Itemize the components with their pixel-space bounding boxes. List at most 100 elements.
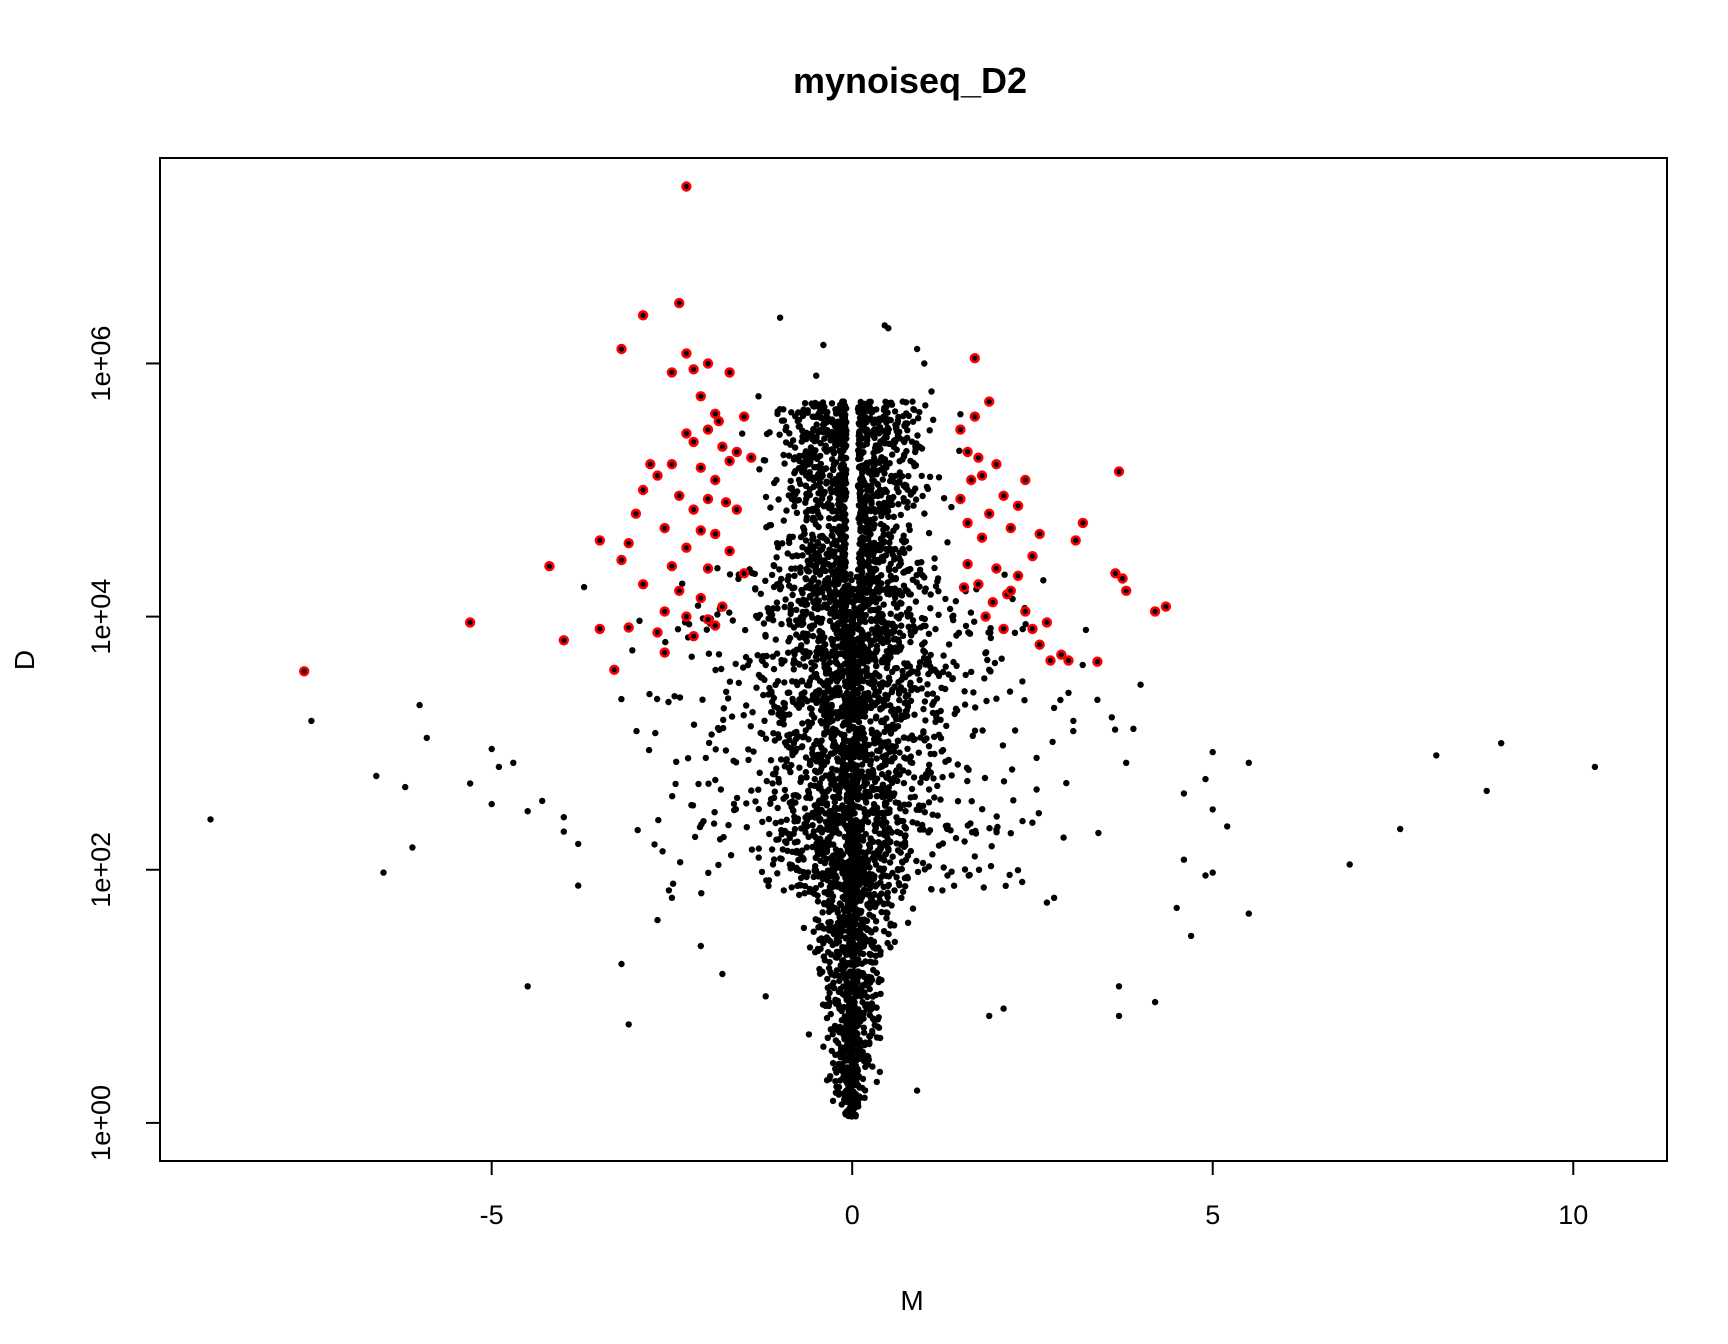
highlighted-point-core (957, 427, 964, 433)
data-point (856, 677, 863, 685)
highlighted-point-core (712, 622, 718, 629)
data-point (866, 581, 873, 589)
data-point (975, 866, 983, 873)
data-point (831, 478, 838, 485)
data-point (859, 970, 867, 977)
data-point (880, 531, 887, 538)
data-point (665, 698, 672, 706)
data-point (802, 768, 810, 776)
data-point (793, 728, 800, 736)
data-point (758, 868, 766, 876)
data-point (848, 826, 856, 833)
data-point (821, 594, 828, 601)
data-point (843, 1057, 851, 1064)
data-point (881, 440, 889, 447)
data-point (875, 839, 882, 846)
data-point (850, 625, 857, 632)
data-point (821, 957, 829, 964)
data-point (810, 632, 817, 640)
data-point (801, 611, 808, 619)
data-point (836, 688, 843, 695)
data-point (789, 678, 796, 685)
data-point (730, 800, 738, 808)
data-point (863, 697, 870, 704)
data-point (849, 705, 857, 712)
data-point (839, 534, 846, 542)
data-point (801, 663, 809, 670)
data-point (864, 993, 871, 1001)
data-point (762, 735, 770, 742)
data-point (727, 852, 735, 859)
data-point (819, 757, 826, 765)
data-point (858, 761, 866, 768)
data-point (896, 435, 903, 442)
data-point (750, 748, 757, 755)
data-point (863, 917, 871, 925)
data-point (868, 1005, 875, 1012)
data-point (781, 603, 788, 611)
data-point (858, 729, 865, 736)
data-point (850, 1011, 857, 1018)
data-point (907, 591, 914, 598)
data-point (792, 747, 799, 755)
data-point (920, 647, 927, 654)
data-point (828, 1047, 835, 1055)
data-point (888, 630, 895, 637)
data-point (799, 544, 806, 551)
data-point (878, 908, 885, 916)
data-point (752, 585, 759, 592)
data-point (885, 502, 893, 509)
data-point (1070, 717, 1077, 725)
data-point (839, 454, 846, 461)
data-point (510, 759, 517, 766)
data-point (993, 813, 1000, 820)
data-point (872, 419, 880, 426)
data-point (854, 968, 862, 975)
data-point (863, 602, 870, 609)
data-point (901, 436, 908, 443)
data-point (929, 690, 937, 697)
data-point (821, 465, 829, 473)
data-point (793, 606, 800, 613)
data-point (895, 880, 902, 887)
data-point (846, 924, 853, 931)
data-point (921, 809, 928, 816)
data-point (805, 736, 812, 743)
data-point (884, 889, 891, 896)
data-point (935, 588, 942, 595)
data-point (853, 1020, 861, 1027)
data-point (787, 601, 795, 608)
data-point (963, 764, 971, 771)
data-point (897, 684, 905, 691)
data-point (762, 493, 770, 501)
data-point (787, 477, 794, 485)
data-point (783, 757, 790, 765)
data-point (776, 709, 783, 716)
data-point (850, 661, 858, 668)
data-point (774, 870, 781, 877)
data-point (837, 883, 844, 891)
data-point (804, 869, 812, 876)
data-point (803, 794, 810, 801)
data-point (812, 854, 819, 861)
data-point (883, 819, 890, 826)
data-point (841, 660, 848, 668)
data-point (940, 652, 947, 659)
highlighted-point-core (691, 366, 697, 372)
data-point (791, 572, 798, 579)
data-point (875, 588, 883, 595)
data-point (768, 846, 776, 853)
highlighted-points (299, 181, 1172, 677)
data-point (1022, 621, 1029, 628)
data-point (892, 545, 899, 553)
data-point (862, 611, 869, 619)
data-point (748, 787, 755, 794)
data-point (881, 470, 888, 477)
data-point (799, 412, 807, 420)
data-point (791, 839, 799, 846)
data-point (1111, 726, 1119, 733)
data-point (782, 439, 790, 446)
data-point (871, 515, 878, 522)
data-point (1095, 829, 1102, 837)
highlighted-point-core (662, 525, 668, 531)
